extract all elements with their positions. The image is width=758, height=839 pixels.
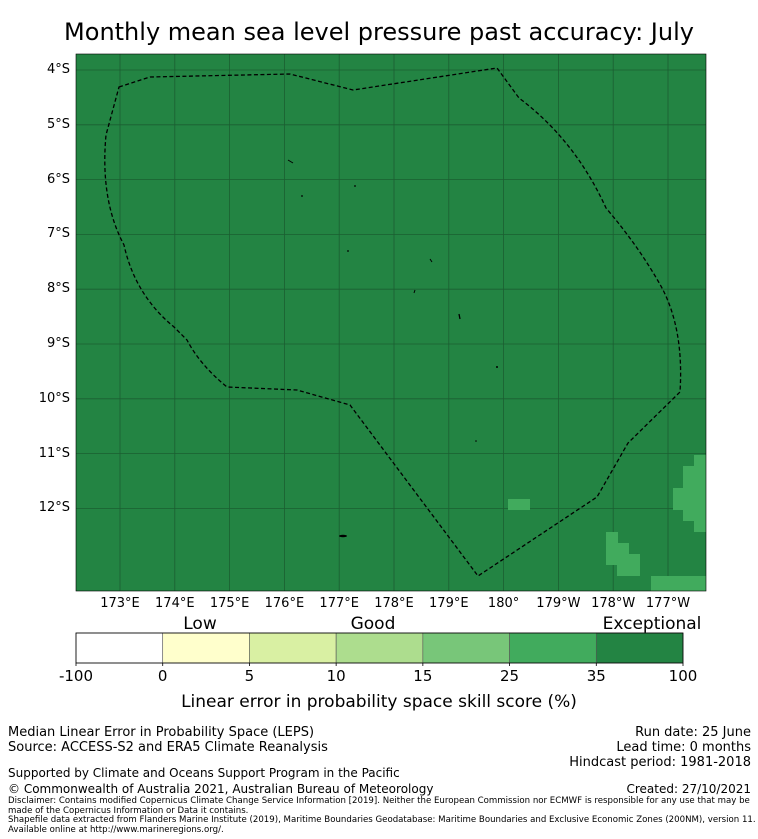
longitude-label: 177°W <box>645 596 691 611</box>
longitude-label: 179°E <box>429 596 469 611</box>
colorbar-tick-label: 10 <box>326 667 346 685</box>
colorbar-segment <box>422 632 510 664</box>
longitude-label: 178°E <box>374 596 414 611</box>
latitude-label: 11°S <box>38 445 70 461</box>
longitude-label: 176°E <box>264 596 305 611</box>
leps-description: Median Linear Error in Probability Space… <box>8 725 315 740</box>
category-exceptional: Exceptional <box>602 614 702 634</box>
longitude-label: 177°E <box>319 596 359 611</box>
category-good: Good <box>350 614 396 634</box>
colorbar-label: Linear error in probability space skill … <box>181 692 577 712</box>
category-low: Low <box>183 614 217 634</box>
skill-patch <box>694 455 706 532</box>
island <box>429 258 433 263</box>
island <box>287 159 294 164</box>
eez-boundary <box>104 67 682 577</box>
created-date: Created: 27/10/2021 <box>626 782 751 796</box>
colorbar-segment <box>509 632 597 664</box>
map-background <box>76 54 706 591</box>
map-title: Monthly mean sea level pressure past acc… <box>64 18 694 46</box>
shapefile-credit: Shapefile data extracted from Flanders M… <box>8 815 756 835</box>
colorbar-tick-label: 0 <box>157 667 168 685</box>
island <box>354 185 356 187</box>
longitude-label: 174°E <box>155 596 195 611</box>
map-gridlines <box>76 54 706 591</box>
latitude-label: 10°S <box>38 390 70 406</box>
longitude-label: 179°W <box>536 596 581 611</box>
island <box>301 195 303 197</box>
colorbar-tick-label: 100 <box>668 667 698 685</box>
hindcast-period: Hindcast period: 1981-2018 <box>569 755 751 770</box>
latitude-label: 9°S <box>46 336 70 351</box>
colorbar-tick-label: 25 <box>500 667 520 685</box>
longitude-label: 175°E <box>209 596 250 611</box>
island <box>347 250 349 252</box>
colorbar-tick-label: 35 <box>586 667 606 685</box>
data-source: Source: ACCESS-S2 and ERA5 Climate Reana… <box>8 740 328 755</box>
lighter-skill-patches <box>508 455 706 591</box>
run-date: Run date: 25 June <box>635 725 751 740</box>
support-statement: Supported by Climate and Oceans Support … <box>8 766 400 780</box>
skill-patch <box>651 576 706 591</box>
colorbar-tick-label: 15 <box>413 667 433 685</box>
island <box>496 366 498 368</box>
skill-patch <box>606 532 618 565</box>
skill-patch <box>628 554 640 576</box>
island <box>475 440 477 442</box>
colorbar-frame <box>75 632 684 664</box>
colorbar-segment <box>75 632 164 664</box>
colorbar <box>75 632 684 666</box>
latitude-label: 12°S <box>38 500 70 516</box>
latitude-label: 6°S <box>46 171 70 187</box>
latitude-label: 8°S <box>46 281 70 297</box>
copyright: © Commonwealth of Australia 2021, Austra… <box>8 782 434 796</box>
colorbar-tick-label: -100 <box>58 667 94 685</box>
latitude-label: 4°S <box>46 62 70 77</box>
longitude-label: 180° <box>487 596 520 611</box>
colorbar-segment <box>595 632 684 664</box>
map-frame <box>75 53 707 592</box>
colorbar-segment <box>249 632 337 664</box>
disclaimer: Disclaimer: Contains modified Copernicus… <box>8 796 750 816</box>
colorbar-segment <box>335 632 424 664</box>
longitude-label: 173°E <box>100 596 140 611</box>
latitude-label: 5°S <box>46 116 70 132</box>
islands <box>287 159 498 538</box>
colorbar-tick-label: 5 <box>244 667 255 685</box>
skill-patch <box>617 543 629 576</box>
longitude-label: 178°W <box>591 596 636 611</box>
island <box>339 534 347 538</box>
skill-patch <box>673 488 685 510</box>
island <box>458 313 461 320</box>
island <box>413 289 416 294</box>
colorbar-segment <box>162 632 250 664</box>
skill-patch <box>508 499 530 510</box>
latitude-label: 7°S <box>46 226 70 242</box>
lead-time: Lead time: 0 months <box>616 740 751 755</box>
skill-patch <box>683 466 695 521</box>
